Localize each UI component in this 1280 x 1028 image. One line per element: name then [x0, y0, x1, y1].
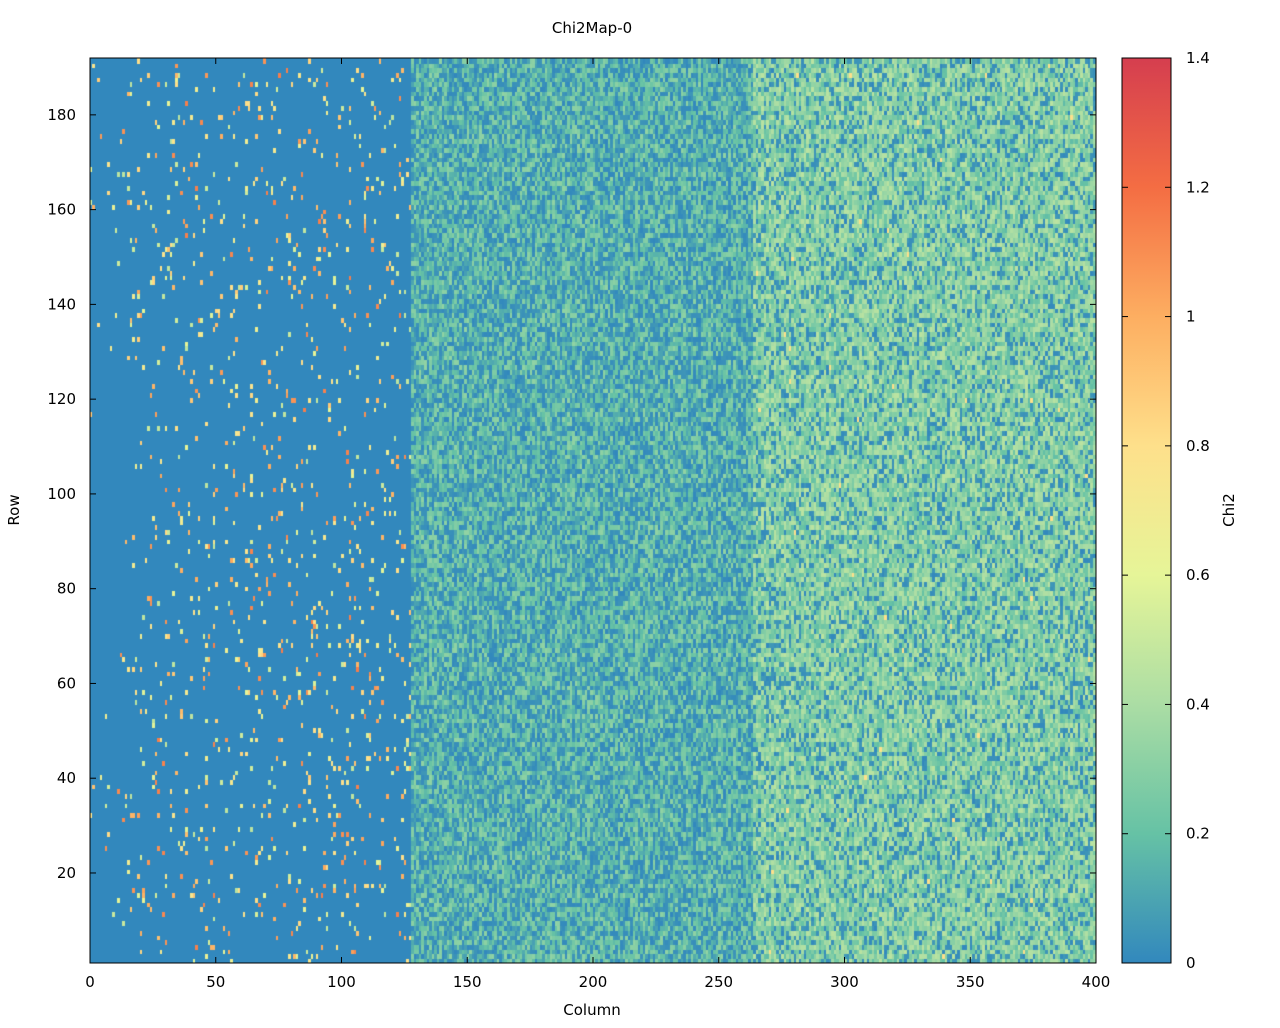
colorbar-tick-label: 1	[1186, 308, 1196, 326]
colorbar-tick-label: 0	[1186, 954, 1196, 972]
y-tick-label: 180	[47, 106, 76, 124]
x-tick-label: 400	[1082, 973, 1111, 991]
x-axis-label: Column	[563, 1001, 620, 1019]
colorbar-tick-label: 0.2	[1186, 825, 1210, 843]
x-tick-label: 250	[704, 973, 733, 991]
x-tick-label: 0	[85, 973, 95, 991]
chart-title: Chi2Map-0	[552, 19, 632, 37]
x-tick-label: 50	[206, 973, 225, 991]
y-tick-label: 120	[47, 390, 76, 408]
y-tick-label: 40	[57, 769, 76, 787]
colorbar-tick-label: 0.8	[1186, 437, 1210, 455]
y-axis-label: Row	[5, 494, 23, 525]
x-tick-label: 150	[453, 973, 482, 991]
y-axis-ticks: 20 40 60 80 100 120 140 160 180	[47, 106, 1096, 882]
colorbar-tick-label: 0.6	[1186, 566, 1210, 584]
x-tick-label: 300	[830, 973, 859, 991]
x-tick-label: 200	[579, 973, 608, 991]
y-tick-label: 60	[57, 674, 76, 692]
x-tick-label: 350	[956, 973, 985, 991]
y-tick-label: 140	[47, 295, 76, 313]
x-tick-label: 100	[327, 973, 356, 991]
heatmap-cells	[90, 58, 1096, 963]
y-tick-label: 80	[57, 580, 76, 598]
colorbar-tick-label: 1.2	[1186, 178, 1210, 196]
colorbar	[1121, 57, 1172, 964]
heatmap-canvas	[90, 58, 1096, 963]
colorbar-tick-label: 0.4	[1186, 695, 1210, 713]
y-tick-label: 20	[57, 864, 76, 882]
colorbar-tick-label: 1.4	[1186, 49, 1210, 67]
colorbar-label: Chi2	[1220, 493, 1238, 527]
x-axis-ticks: 0 50 100 150 200 250 300 350 400	[85, 58, 1110, 991]
y-tick-label: 100	[47, 485, 76, 503]
colorbar-ticks: 0 0.2 0.4 0.6 0.8 1 1.2 1.4	[1122, 49, 1210, 972]
y-tick-label: 160	[47, 201, 76, 219]
